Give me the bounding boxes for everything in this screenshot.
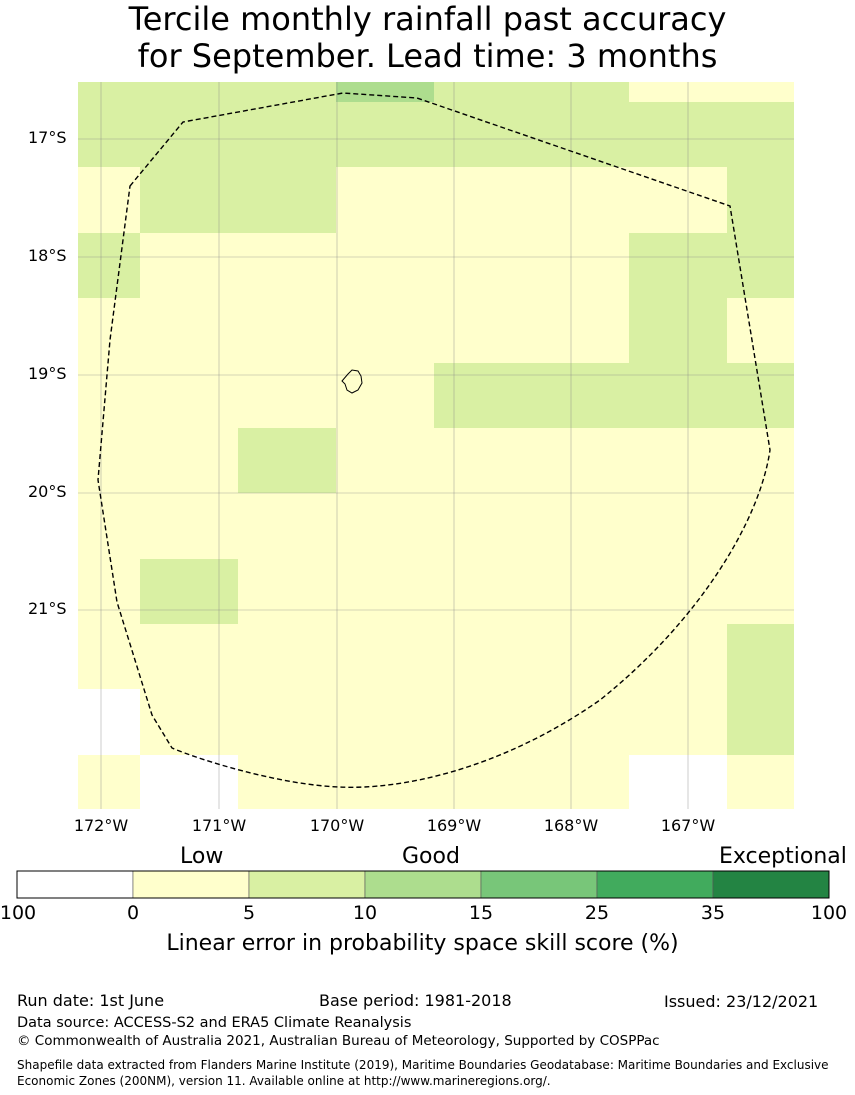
lon-tick-label: 170°W — [309, 816, 365, 835]
grid-cell-missing — [78, 689, 140, 755]
colorbar-tick-label: 35 — [700, 902, 726, 924]
grid-cell — [434, 363, 794, 428]
colorbar-segment — [480, 870, 598, 899]
lon-tick-label: 169°W — [426, 816, 482, 835]
copyright-notice: © Commonwealth of Australia 2021, Austra… — [17, 1033, 660, 1049]
run-date: Run date: 1st June — [17, 991, 165, 1010]
colorbar-category-good: Good — [402, 844, 460, 869]
data-source: Data source: ACCESS-S2 and ERA5 Climate … — [17, 1015, 412, 1031]
grid-cell — [629, 102, 794, 167]
grid-cell — [727, 624, 794, 755]
colorbar-category-low: Low — [180, 844, 224, 869]
map-title-line-1: Tercile monthly rainfall past accuracy — [128, 0, 727, 38]
colorbar-tick-label: 0 — [126, 902, 140, 924]
colorbar-axis-label: Linear error in probability space skill … — [166, 931, 679, 956]
grid-cell — [434, 82, 629, 167]
colorbar-segment — [16, 870, 134, 899]
grid-cell-missing — [140, 755, 238, 809]
lat-tick-label: 20°S — [28, 482, 67, 501]
lon-tick-label: 168°W — [543, 816, 599, 835]
base-period: Base period: 1981-2018 — [319, 991, 512, 1010]
lon-tick-label: 172°W — [73, 816, 129, 835]
lon-tick-label: 171°W — [191, 816, 247, 835]
colorbar-tick-label: 15 — [468, 902, 494, 924]
grid-cell — [336, 102, 434, 167]
issued-date: Issued: 23/12/2021 — [664, 992, 819, 1011]
lon-tick-label: 167°W — [660, 816, 716, 835]
colorbar-segment — [132, 870, 250, 899]
grid-cell — [140, 167, 336, 233]
eez-boundary — [97, 92, 771, 788]
grid-cell — [629, 233, 727, 363]
lat-tick-label: 18°S — [28, 246, 67, 265]
colorbar-frame — [16, 870, 830, 899]
grid-cell — [140, 559, 238, 624]
colorbar — [16, 870, 830, 899]
colorbar-segment — [712, 870, 830, 899]
skill-grid — [78, 82, 794, 809]
colorbar-tick-label: 100 — [0, 902, 37, 924]
grid-cell-missing — [629, 755, 727, 809]
shapefile-credit-line-2: Economic Zones (200NM), version 11. Avai… — [17, 1074, 551, 1088]
grid-cell — [78, 82, 336, 167]
colorbar-tick-label: 10 — [352, 902, 378, 924]
grid-cell — [78, 233, 140, 298]
island-outline — [341, 369, 363, 394]
colorbar-segment — [248, 870, 366, 899]
colorbar-tick-label: 100 — [810, 902, 848, 924]
colorbar-segment — [364, 870, 482, 899]
lat-tick-label: 19°S — [28, 364, 67, 383]
grid-cell — [727, 167, 794, 298]
lat-tick-label: 21°S — [28, 599, 67, 618]
colorbar-segment — [596, 870, 714, 899]
colorbar-tick-label: 5 — [242, 902, 256, 924]
map-gridlines — [78, 82, 794, 809]
colorbar-category-exceptional: Exceptional — [719, 844, 847, 869]
colorbar-tick-label: 25 — [584, 902, 610, 924]
shapefile-credit-line-1: Shapefile data extracted from Flanders M… — [17, 1058, 829, 1072]
grid-cell — [238, 428, 336, 493]
lat-tick-label: 17°S — [28, 128, 67, 147]
map-title-line-2: for September. Lead time: 3 months — [137, 37, 718, 75]
